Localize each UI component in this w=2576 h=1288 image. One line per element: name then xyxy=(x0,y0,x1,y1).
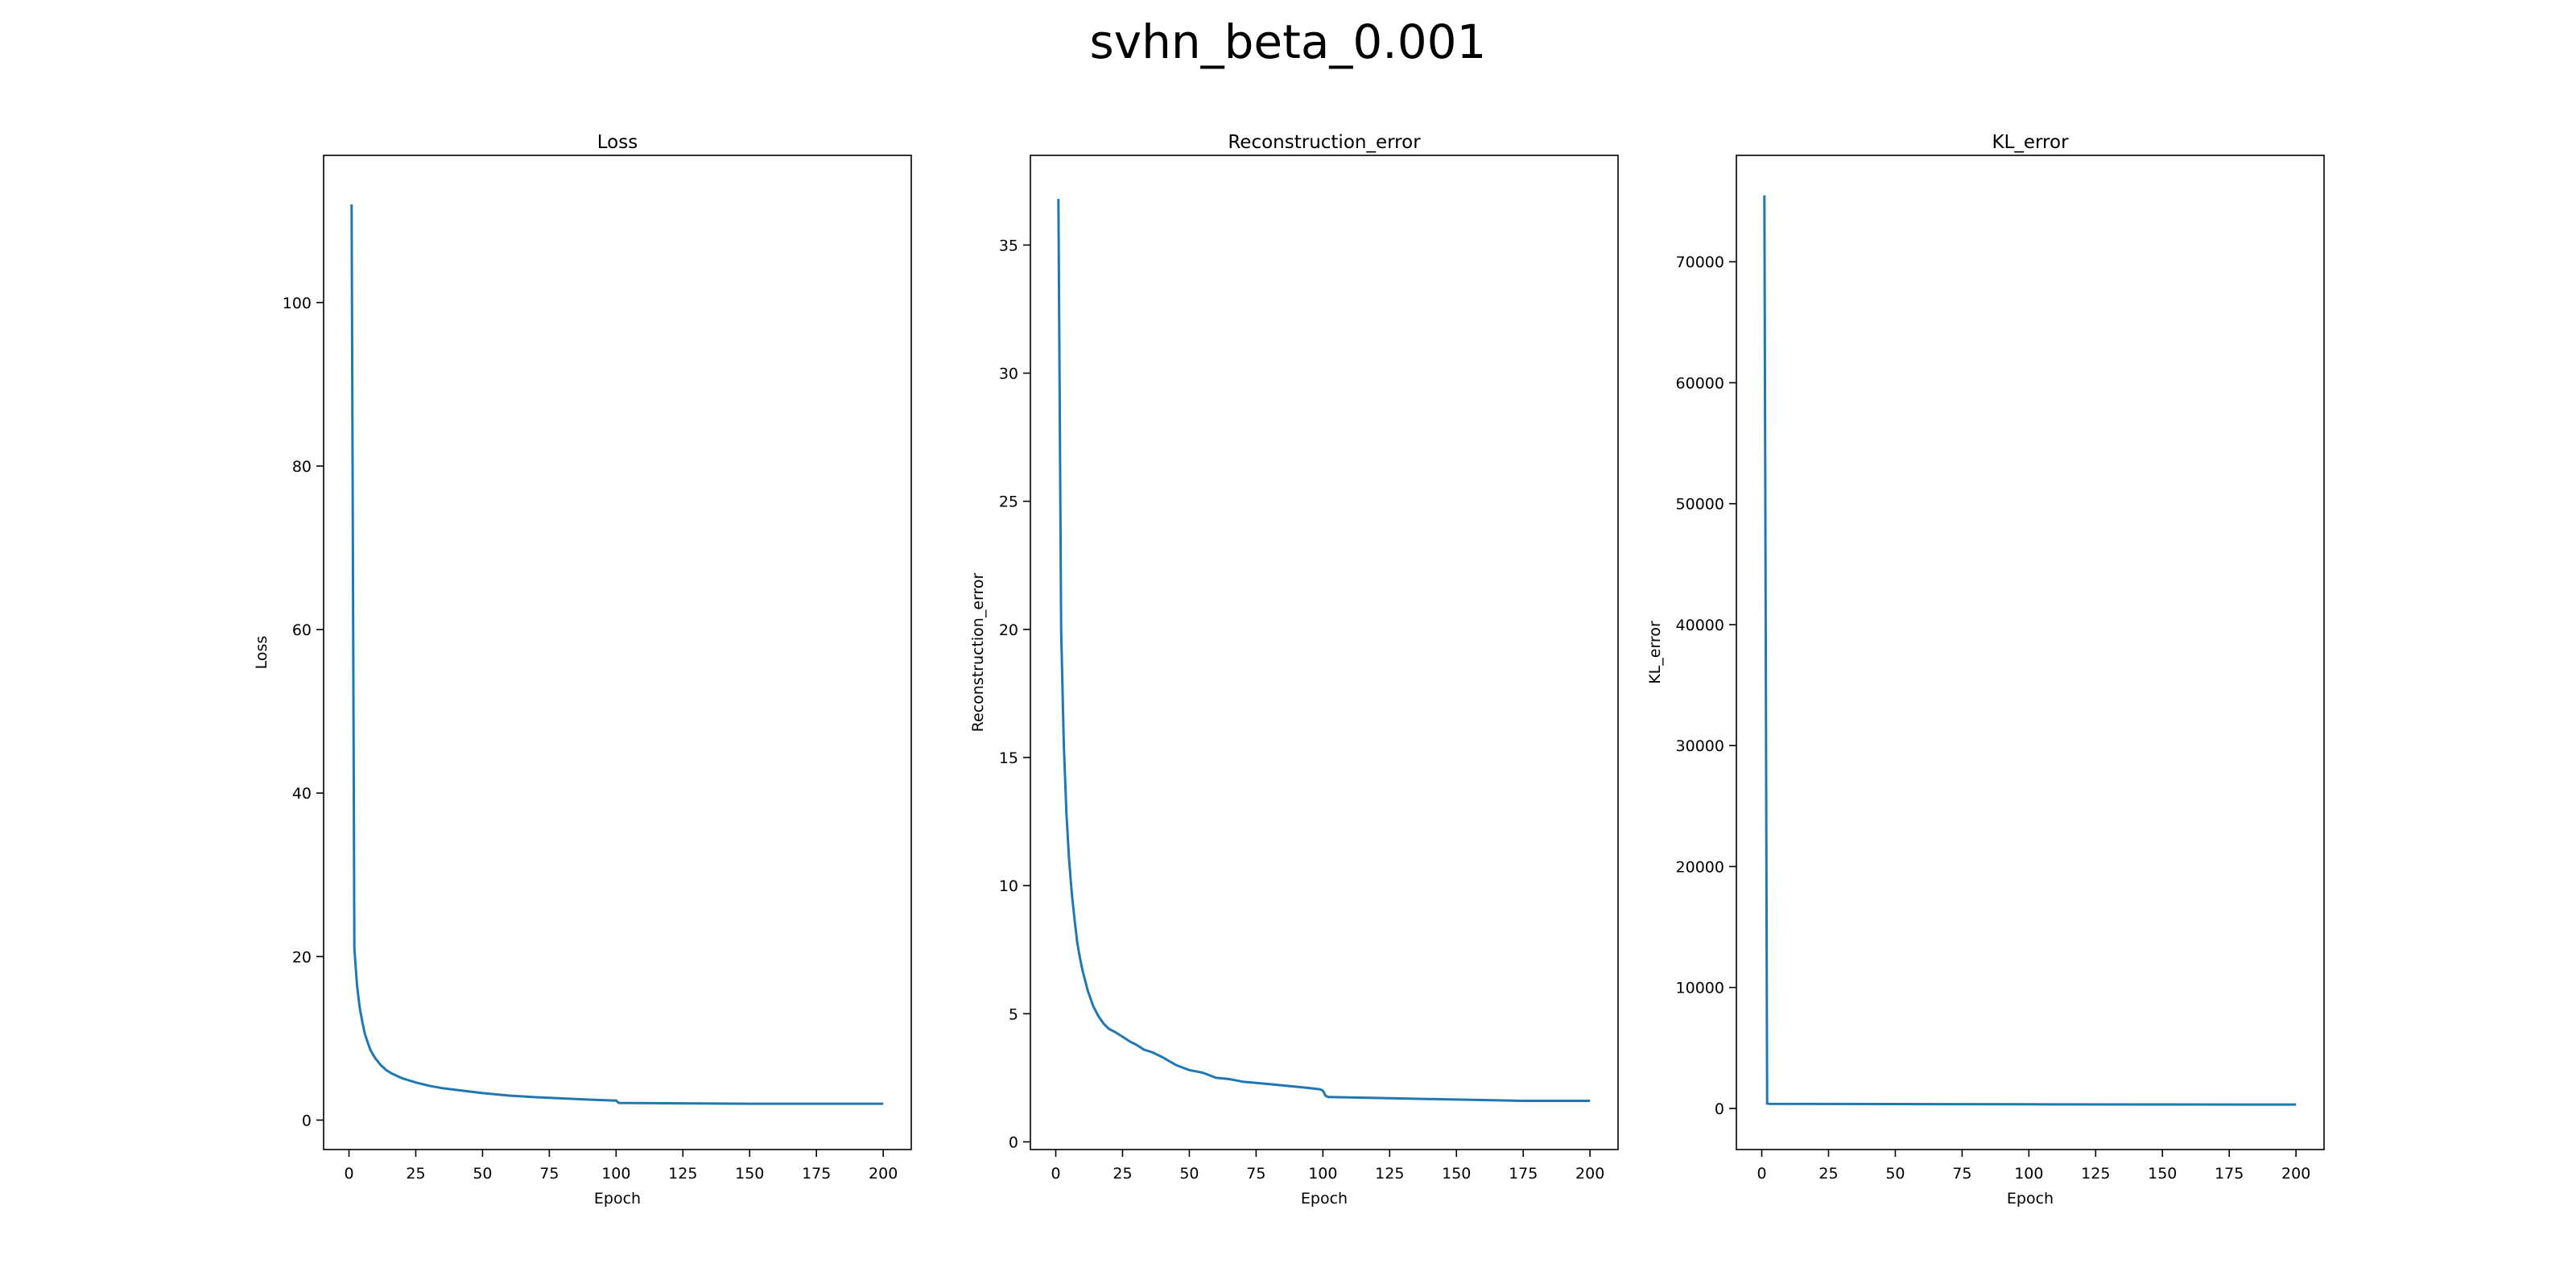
x-tick-label: 100 xyxy=(1308,1165,1337,1183)
y-tick-label: 40000 xyxy=(1676,617,1724,634)
x-tick-label: 25 xyxy=(1818,1165,1838,1183)
x-tick-label: 125 xyxy=(2081,1165,2110,1183)
x-tick-label: 50 xyxy=(1179,1165,1199,1183)
y-axis-label: Loss xyxy=(253,636,270,670)
x-tick-label: 75 xyxy=(1952,1165,1971,1183)
x-tick-label: 125 xyxy=(1375,1165,1404,1183)
y-tick-label: 10 xyxy=(999,877,1018,895)
y-tick-label: 15 xyxy=(999,749,1018,767)
x-tick-label: 150 xyxy=(735,1165,764,1183)
y-tick-label: 30 xyxy=(999,365,1018,383)
x-tick-label: 25 xyxy=(1113,1165,1132,1183)
x-tick-label: 175 xyxy=(1509,1165,1538,1183)
y-tick-label: 60000 xyxy=(1676,374,1724,392)
y-tick-label: 50000 xyxy=(1676,496,1724,514)
y-tick-label: 20 xyxy=(999,621,1018,639)
x-tick-label: 200 xyxy=(869,1165,898,1183)
x-tick-label: 175 xyxy=(802,1165,831,1183)
y-tick-label: 80 xyxy=(292,458,312,476)
figure-title: svhn_beta_0.001 xyxy=(1089,14,1487,69)
y-tick-label: 10000 xyxy=(1676,980,1724,997)
x-tick-label: 0 xyxy=(344,1165,353,1183)
subplot-reconstruction-error: 0 25 50 75 100 125 150 175 200 0 5 10 15 20 25 30 35 Reco… xyxy=(969,132,1619,1208)
series-line xyxy=(1057,199,1591,1102)
y-tick-label: 20 xyxy=(292,948,312,966)
subplot-title: Loss xyxy=(597,132,638,153)
y-tick-label: 0 xyxy=(1009,1133,1018,1151)
x-tick-label: 50 xyxy=(473,1165,492,1183)
axes-frame xyxy=(1736,155,2325,1150)
y-tick-label: 60 xyxy=(292,621,312,639)
y-tick-label: 5 xyxy=(1009,1005,1018,1023)
series-line xyxy=(1763,195,2297,1106)
y-axis-label: KL_error xyxy=(1646,621,1664,684)
x-tick-label: 50 xyxy=(1885,1165,1905,1183)
y-tick-label: 0 xyxy=(302,1112,312,1129)
y-tick-label: 30000 xyxy=(1676,737,1724,755)
y-tick-label: 40 xyxy=(292,785,312,803)
y-axis-label: Reconstruction_error xyxy=(969,572,987,732)
x-tick-label: 150 xyxy=(2148,1165,2177,1183)
x-axis-label: Epoch xyxy=(1301,1190,1348,1208)
series-line xyxy=(350,204,884,1105)
x-tick-label: 25 xyxy=(406,1165,425,1183)
x-tick-label: 0 xyxy=(1051,1165,1060,1183)
x-tick-label: 125 xyxy=(668,1165,697,1183)
x-tick-label: 0 xyxy=(1757,1165,1766,1183)
subplot-title: Reconstruction_error xyxy=(1228,132,1421,153)
subplot-title: KL_error xyxy=(1992,132,2069,153)
x-axis-label: Epoch xyxy=(594,1190,641,1208)
axes-frame xyxy=(323,155,912,1150)
subplot-loss: 0 25 50 75 100 125 150 175 200 0 20 40 60 80 100 Loss Ep… xyxy=(253,132,912,1208)
y-tick-label: 25 xyxy=(999,493,1018,511)
axes-frame xyxy=(1030,155,1619,1150)
x-tick-label: 100 xyxy=(601,1165,630,1183)
subplot-kl-error: 0 25 50 75 100 125 150 175 200 0 10000 20000 30000 40… xyxy=(1646,132,2325,1208)
x-tick-label: 175 xyxy=(2215,1165,2244,1183)
x-tick-label: 100 xyxy=(2014,1165,2043,1183)
x-tick-label: 75 xyxy=(1246,1165,1265,1183)
x-tick-label: 200 xyxy=(2281,1165,2310,1183)
y-tick-label: 100 xyxy=(283,295,312,312)
y-tick-label: 20000 xyxy=(1676,858,1724,876)
x-tick-label: 150 xyxy=(1442,1165,1471,1183)
x-tick-label: 75 xyxy=(539,1165,559,1183)
x-tick-label: 200 xyxy=(1575,1165,1604,1183)
y-tick-label: 70000 xyxy=(1676,254,1724,271)
x-axis-label: Epoch xyxy=(2007,1190,2054,1208)
y-tick-label: 35 xyxy=(999,237,1018,254)
y-tick-label: 0 xyxy=(1715,1100,1724,1118)
